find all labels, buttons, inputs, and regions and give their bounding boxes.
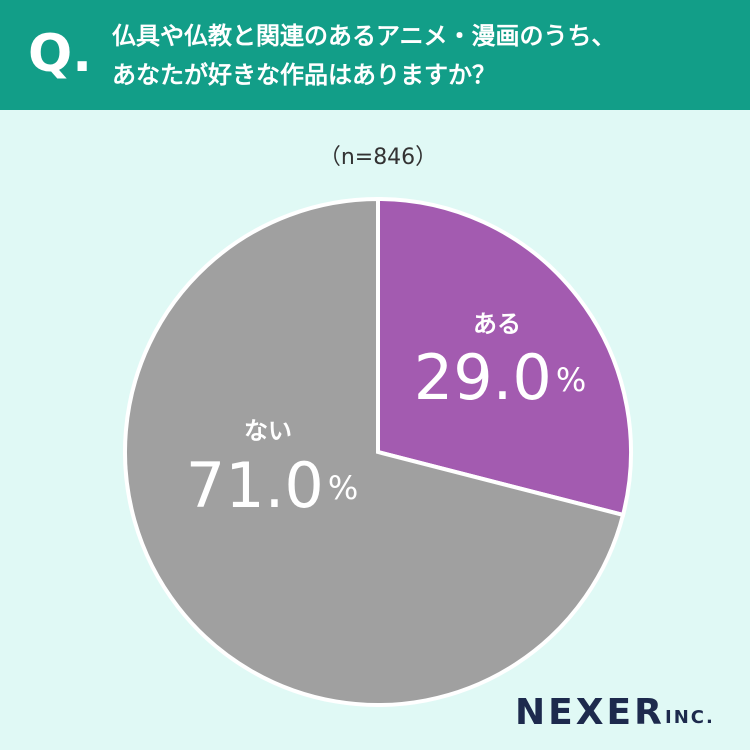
pie-slice — [376, 196, 633, 518]
brand-suffix: INC. — [665, 707, 715, 728]
subtitle: （n=846） — [319, 145, 437, 170]
pie: ある 29.0 % ない 71.0% — [123, 196, 633, 707]
value-label: 71.0% — [186, 449, 358, 522]
slice-label: ある — [473, 310, 521, 338]
brand-name: NEXER — [515, 692, 665, 733]
slice-label: ない — [244, 417, 292, 445]
header — [0, 0, 750, 110]
value-label: 29.0% — [414, 341, 586, 414]
pie-slice — [123, 196, 626, 707]
question-mark: Q. — [28, 24, 92, 84]
title-line: 仏具や仏教と関連のあるアニメ・漫画のうち、 — [112, 22, 616, 50]
title-line: あなたが好きな作品はありますか？ — [112, 61, 496, 89]
